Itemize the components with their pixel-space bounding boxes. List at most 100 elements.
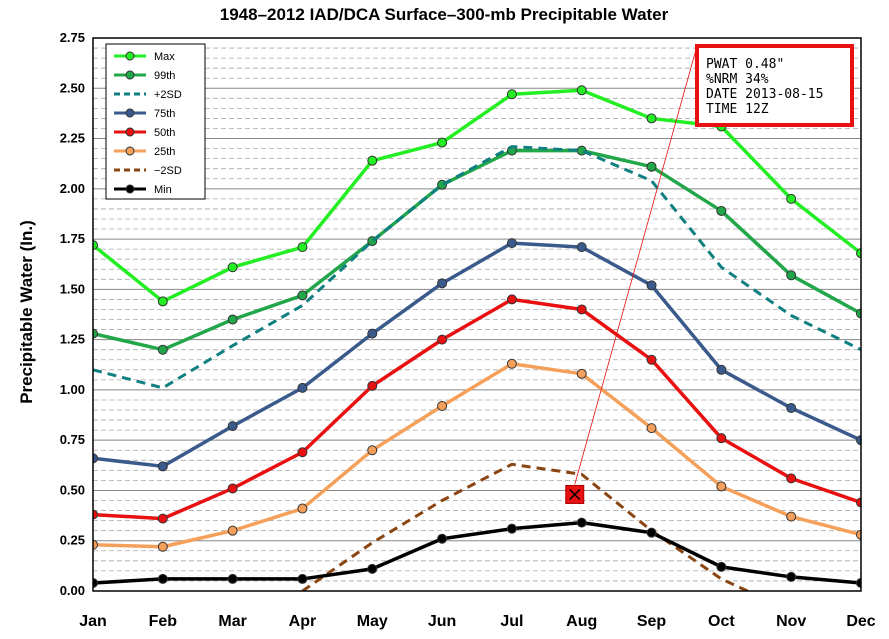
data-point (646, 280, 657, 291)
x-tick-label: Feb (149, 613, 178, 630)
data-point (227, 262, 238, 273)
x-tick-label: Apr (289, 613, 317, 630)
legend-label: 25th (154, 146, 175, 158)
data-point (367, 380, 378, 391)
data-point (786, 511, 797, 522)
series-line (93, 145, 861, 390)
data-point (506, 523, 517, 534)
data-point (157, 573, 168, 584)
x-tick-label: Jul (500, 613, 523, 630)
data-point (437, 400, 448, 411)
data-point (297, 447, 308, 458)
data-point (786, 473, 797, 484)
legend-item: Max (114, 51, 175, 63)
data-point (576, 85, 587, 96)
data-point (227, 483, 238, 494)
series-line (301, 462, 752, 591)
y-tick-label: 2.75 (60, 30, 85, 45)
data-point (646, 354, 657, 365)
chart-title: 1948–2012 IAD/DCA Surface–300-mb Precipi… (220, 5, 669, 24)
data-point (93, 577, 98, 588)
legend-label: −2SD (154, 165, 182, 177)
legend-marker (125, 108, 135, 118)
data-point (786, 571, 797, 582)
data-point (506, 358, 517, 369)
y-tick-label: 2.25 (60, 131, 85, 146)
data-point (856, 248, 861, 259)
data-point (297, 503, 308, 514)
data-point (646, 527, 657, 538)
legend-label: +2SD (154, 89, 182, 101)
x-tick-label: Jan (79, 613, 107, 630)
series-Min (93, 517, 861, 588)
data-point (506, 238, 517, 249)
data-point (93, 240, 98, 251)
legend-item: 50th (114, 127, 175, 139)
data-point (227, 525, 238, 536)
legend-item: +2SD (114, 89, 182, 101)
series-line (93, 148, 861, 352)
series-line (93, 520, 861, 585)
legend-label: 50th (154, 127, 175, 139)
data-point (716, 433, 727, 444)
y-tick-label: 2.50 (60, 80, 85, 95)
y-tick-label: 1.00 (60, 382, 85, 397)
data-point (297, 242, 308, 253)
data-point (157, 296, 168, 307)
legend-box (105, 43, 206, 200)
data-point (856, 529, 861, 540)
y-tick-label: 2.00 (60, 181, 85, 196)
data-point (227, 573, 238, 584)
x-tick-label: Jun (428, 613, 456, 630)
x-tick-label: Dec (846, 613, 875, 630)
series-layer (93, 85, 861, 591)
data-point (856, 497, 861, 508)
data-point (437, 533, 448, 544)
observation-info-line: %NRM 34% (706, 72, 769, 87)
data-point (157, 461, 168, 472)
legend-label: 99th (154, 70, 175, 82)
series-+2SD (93, 145, 861, 390)
series-line (93, 362, 861, 549)
data-point (576, 517, 587, 528)
x-tick-label: Oct (708, 613, 735, 630)
legend-label: Max (154, 51, 175, 63)
data-point (576, 242, 587, 253)
y-tick-label: 1.25 (60, 332, 85, 347)
y-tick-label: 1.50 (60, 281, 85, 296)
data-point (506, 294, 517, 305)
legend-item: 99th (114, 70, 175, 82)
series-50th (93, 294, 861, 524)
legend-item: 75th (114, 108, 175, 120)
series-99th (93, 145, 861, 355)
legend-marker (125, 51, 135, 61)
series-line (93, 88, 861, 304)
data-point (437, 278, 448, 289)
data-point (157, 513, 168, 524)
x-axis-ticks: Jan Feb Mar Apr May Jun Jul Aug Sep Oct Nov Dec (79, 613, 876, 630)
y-tick-label: 0.25 (60, 533, 85, 548)
plot-frame (92, 37, 862, 592)
y-tick-label: 0.75 (60, 432, 85, 447)
series-line (93, 297, 861, 521)
series-line (93, 241, 861, 469)
data-point (716, 561, 727, 572)
data-point (646, 423, 657, 434)
series-25th (93, 358, 861, 552)
legend-marker (125, 146, 135, 156)
data-point (93, 509, 98, 520)
legend-item: 25th (114, 146, 175, 158)
data-point (157, 344, 168, 355)
y-tick-label: 0.50 (60, 482, 85, 497)
data-point (506, 89, 517, 100)
x-tick-label: Mar (218, 613, 246, 630)
pointer-line (574, 45, 698, 485)
data-point (576, 304, 587, 315)
data-point (646, 113, 657, 124)
legend-marker (125, 70, 135, 80)
series-−2SD (301, 462, 752, 591)
data-point (93, 328, 98, 339)
data-point (227, 314, 238, 325)
legend-marker (125, 184, 135, 194)
